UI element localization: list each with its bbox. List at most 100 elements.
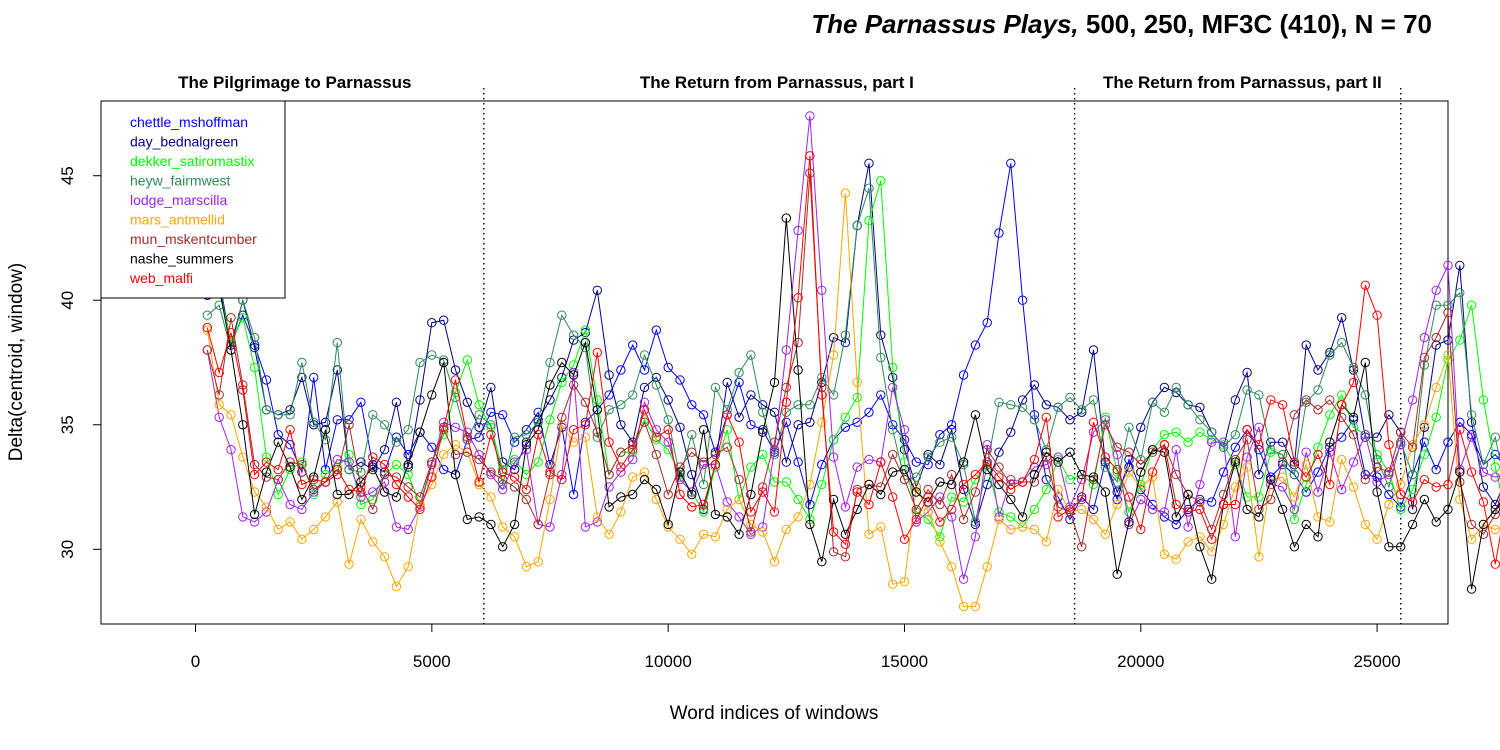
data-point bbox=[805, 499, 815, 510]
data-point bbox=[1478, 482, 1489, 492]
data-point bbox=[415, 395, 425, 405]
data-point bbox=[1100, 487, 1111, 497]
data-point bbox=[1171, 512, 1181, 522]
data-point bbox=[1431, 482, 1441, 492]
data-point bbox=[947, 512, 957, 522]
data-point bbox=[911, 487, 921, 497]
data-point bbox=[1360, 390, 1371, 400]
data-point bbox=[628, 340, 638, 350]
data-point bbox=[1242, 367, 1252, 378]
data-point bbox=[1088, 345, 1099, 355]
data-point bbox=[1112, 499, 1122, 510]
data-point bbox=[663, 395, 673, 405]
data-point bbox=[1254, 440, 1264, 450]
data-point bbox=[1100, 420, 1111, 430]
data-point bbox=[734, 512, 744, 522]
data-point bbox=[261, 502, 272, 512]
data-point bbox=[1313, 365, 1323, 375]
data-point bbox=[415, 427, 425, 437]
data-point bbox=[805, 168, 815, 178]
data-point bbox=[1029, 469, 1040, 480]
data-point bbox=[521, 484, 532, 495]
data-point bbox=[663, 519, 673, 530]
data-point bbox=[1029, 504, 1040, 515]
data-point bbox=[202, 345, 213, 355]
data-point bbox=[1065, 447, 1075, 457]
data-point bbox=[1277, 437, 1288, 447]
data-point bbox=[1301, 447, 1311, 457]
data-point bbox=[1384, 499, 1394, 510]
data-point bbox=[297, 467, 307, 477]
data-point bbox=[793, 225, 803, 236]
data-point bbox=[675, 375, 685, 385]
data-point bbox=[958, 574, 969, 584]
chart-title-italic: The Parnassus Plays, bbox=[811, 9, 1078, 39]
data-point bbox=[439, 357, 449, 368]
data-point bbox=[746, 519, 756, 530]
data-point bbox=[698, 459, 709, 470]
data-point bbox=[947, 469, 957, 480]
data-point bbox=[592, 285, 602, 295]
data-point bbox=[1183, 507, 1193, 517]
data-point bbox=[238, 385, 248, 395]
data-point bbox=[1218, 499, 1229, 510]
data-point bbox=[261, 452, 272, 462]
data-point bbox=[474, 400, 484, 410]
data-point bbox=[309, 417, 319, 427]
data-point bbox=[1088, 504, 1099, 515]
data-point bbox=[923, 514, 933, 525]
data-point bbox=[249, 517, 260, 527]
data-point bbox=[935, 477, 945, 487]
data-point bbox=[1325, 410, 1335, 420]
legend-entry: dekker_satiromastix bbox=[130, 153, 255, 169]
data-point bbox=[1136, 494, 1146, 505]
data-point bbox=[864, 407, 874, 417]
data-point bbox=[604, 390, 614, 400]
data-point bbox=[1348, 362, 1359, 373]
data-point bbox=[1171, 382, 1181, 393]
series-mun_mskentcumber bbox=[202, 168, 1500, 562]
data-point bbox=[1348, 412, 1359, 422]
data-point bbox=[545, 522, 555, 532]
data-point bbox=[1337, 313, 1347, 323]
data-point bbox=[1266, 474, 1276, 485]
data-point bbox=[864, 215, 874, 226]
data-point bbox=[781, 345, 791, 355]
data-point bbox=[1337, 484, 1347, 495]
data-point bbox=[1466, 534, 1477, 544]
data-point bbox=[1159, 549, 1170, 559]
data-point bbox=[545, 467, 555, 477]
data-point bbox=[1289, 457, 1300, 467]
data-point bbox=[935, 430, 945, 440]
data-point bbox=[876, 352, 886, 363]
data-point bbox=[1136, 479, 1146, 490]
data-point bbox=[309, 487, 319, 497]
data-point bbox=[1431, 332, 1441, 343]
data-point bbox=[1088, 427, 1099, 437]
data-point bbox=[1159, 512, 1170, 522]
data-point bbox=[273, 430, 283, 440]
data-point bbox=[817, 417, 827, 427]
data-point bbox=[486, 492, 496, 502]
data-point bbox=[356, 477, 366, 487]
data-point bbox=[899, 577, 910, 587]
data-point bbox=[1065, 514, 1075, 525]
data-point bbox=[533, 519, 543, 530]
data-point bbox=[391, 479, 402, 490]
data-point bbox=[474, 454, 484, 465]
data-point bbox=[651, 494, 661, 505]
data-point bbox=[1348, 422, 1359, 432]
data-point bbox=[1112, 449, 1122, 460]
data-point bbox=[1384, 440, 1394, 450]
data-point bbox=[1396, 479, 1406, 490]
legend-entry: day_bednalgreen bbox=[130, 134, 238, 150]
data-point bbox=[687, 447, 697, 457]
data-point bbox=[474, 410, 484, 420]
data-point bbox=[769, 557, 780, 567]
data-point bbox=[1301, 340, 1311, 350]
data-point bbox=[509, 432, 520, 442]
data-point bbox=[1077, 405, 1087, 415]
data-point bbox=[639, 382, 650, 393]
data-point bbox=[379, 459, 390, 470]
data-point bbox=[1100, 529, 1111, 539]
